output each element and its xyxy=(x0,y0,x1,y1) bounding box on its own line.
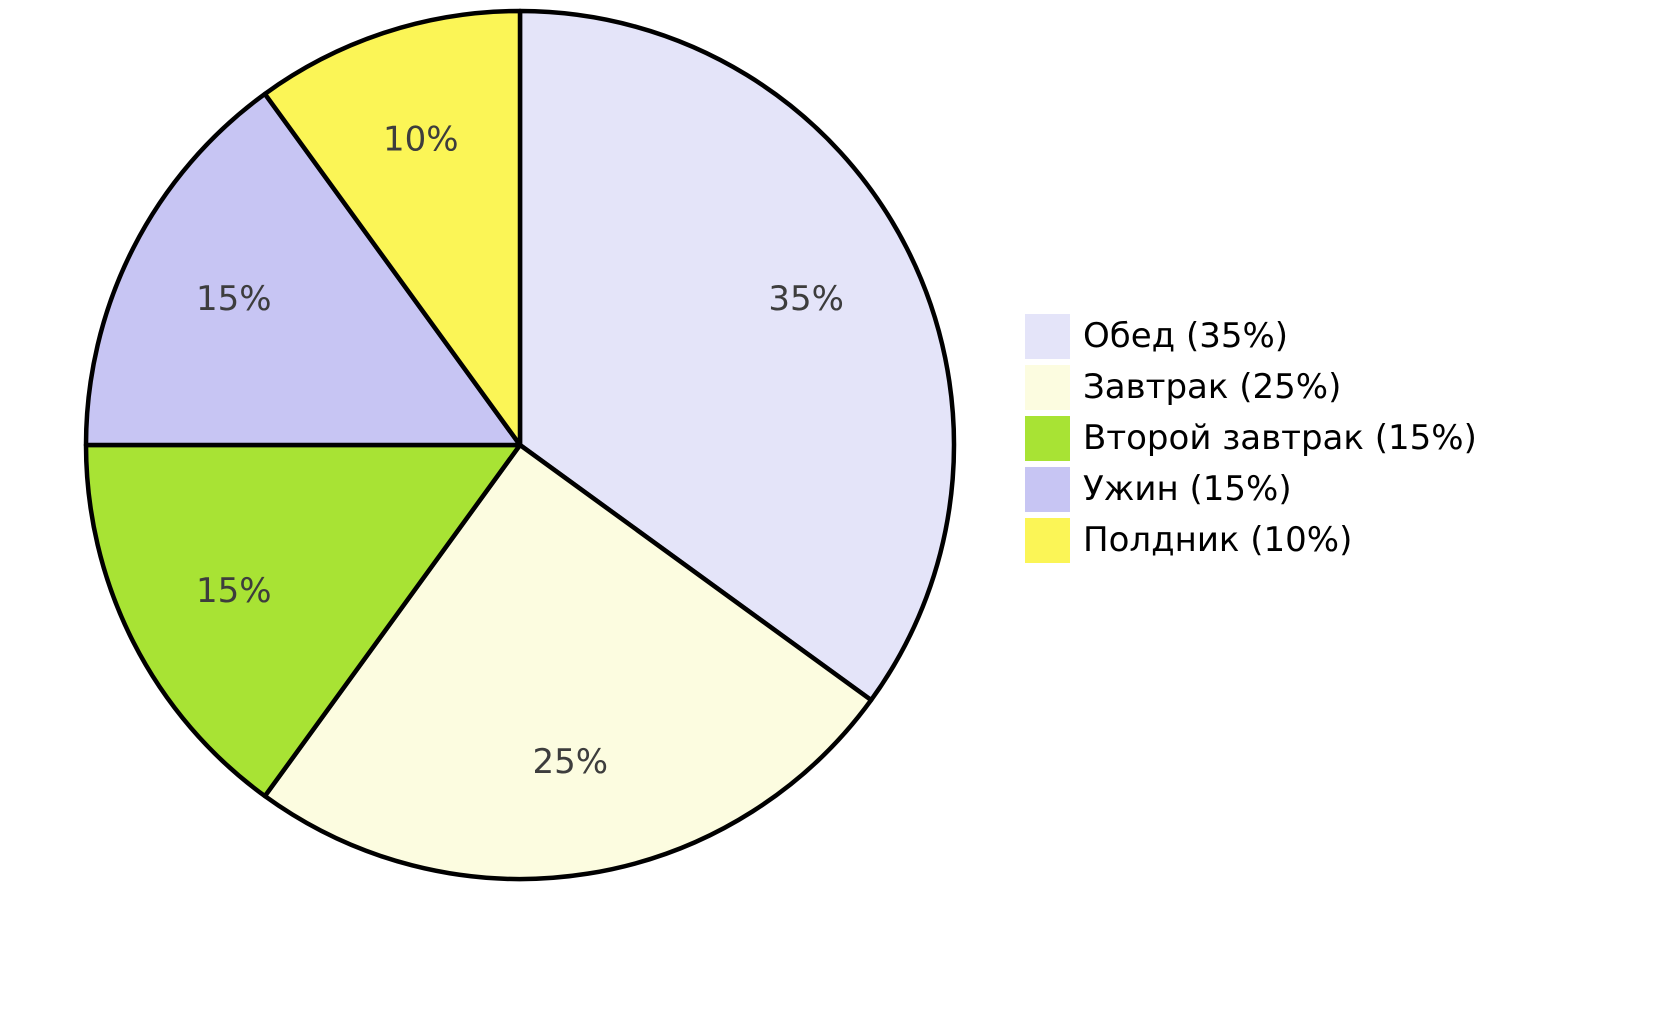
legend-item: Обед (35%) xyxy=(1025,314,1477,359)
legend-label: Полдник (10%) xyxy=(1083,520,1353,560)
pie-chart: 35% 25% 15% 15% 10% xyxy=(83,8,957,882)
legend-label: Обед (35%) xyxy=(1083,316,1289,356)
legend-swatch xyxy=(1025,365,1070,410)
pie-slice-2 xyxy=(262,442,874,882)
pie-slice-1 xyxy=(517,8,957,703)
legend-swatch xyxy=(1025,467,1070,512)
slice-percent-label: 35% xyxy=(768,279,844,319)
pie-slice-5 xyxy=(262,8,523,448)
pie-slice-3 xyxy=(83,442,523,799)
pie-slice-4 xyxy=(83,91,523,448)
slice-percent-label: 15% xyxy=(196,279,272,319)
legend-swatch xyxy=(1025,518,1070,563)
legend-swatch xyxy=(1025,314,1070,359)
legend-label: Завтрак (25%) xyxy=(1083,367,1342,407)
legend-item: Завтрак (25%) xyxy=(1025,365,1477,410)
legend-swatch xyxy=(1025,416,1070,461)
legend-label: Второй завтрак (15%) xyxy=(1083,418,1477,458)
legend-item: Полдник (10%) xyxy=(1025,518,1477,563)
legend-item: Ужин (15%) xyxy=(1025,467,1477,512)
legend: Обед (35%) Завтрак (25%) Второй завтрак (1… xyxy=(1025,314,1477,563)
slice-percent-label: 10% xyxy=(383,120,459,160)
legend-label: Ужин (15%) xyxy=(1083,469,1292,509)
legend-item: Второй завтрак (15%) xyxy=(1025,416,1477,461)
slice-percent-label: 25% xyxy=(532,742,608,782)
slice-percent-label: 15% xyxy=(196,571,272,611)
